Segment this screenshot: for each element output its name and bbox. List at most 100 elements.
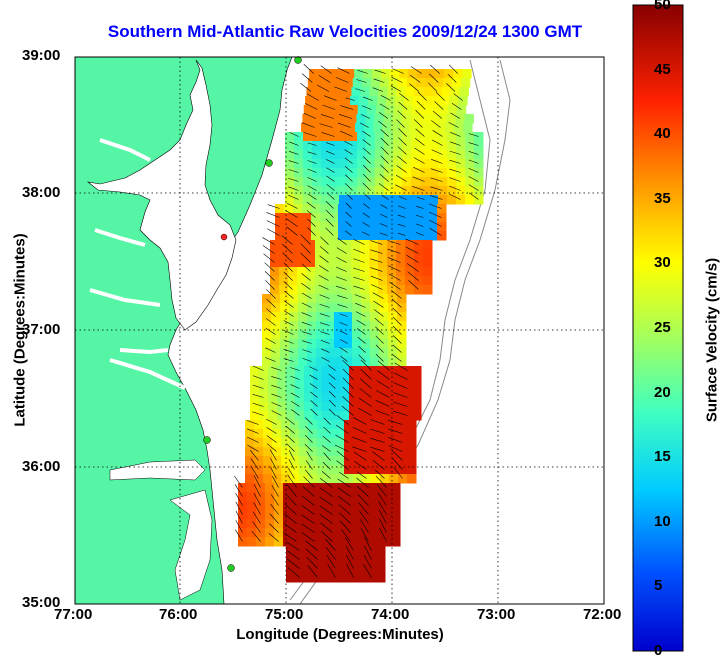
current-arrow — [328, 391, 336, 398]
current-arrow — [375, 469, 385, 479]
velocity-cell — [262, 312, 272, 322]
velocity-cell — [308, 420, 318, 430]
velocity-cell — [281, 456, 291, 466]
current-arrow — [301, 532, 315, 542]
velocity-cell — [330, 177, 340, 187]
velocity-cell — [387, 267, 397, 277]
velocity-cell — [325, 339, 335, 349]
velocity-cell — [277, 384, 287, 394]
velocity-cell — [302, 231, 312, 241]
velocity-cell — [370, 78, 381, 88]
velocity-cell — [289, 357, 299, 367]
velocity-cell — [247, 492, 257, 502]
current-arrow — [405, 238, 419, 245]
velocity-cell — [352, 357, 362, 367]
current-arrow — [390, 85, 402, 92]
velocity-cell — [360, 276, 370, 286]
velocity-cell — [250, 393, 260, 403]
current-arrow — [362, 212, 370, 218]
current-arrow — [288, 169, 299, 173]
velocity-cell — [245, 465, 255, 475]
current-arrow — [336, 247, 347, 254]
velocity-cell — [343, 357, 353, 367]
velocity-cell — [383, 231, 393, 241]
velocity-cell — [456, 168, 466, 178]
current-arrow — [285, 494, 297, 506]
velocity-cell — [327, 69, 337, 79]
current-arrow — [338, 504, 351, 515]
current-arrow — [397, 232, 406, 236]
velocity-cell — [270, 285, 280, 295]
velocity-cell — [361, 78, 372, 88]
colorbar-tick-label: 25 — [654, 319, 671, 336]
velocity-cell — [311, 213, 321, 223]
velocity-cell — [364, 492, 374, 502]
current-arrow — [377, 492, 387, 506]
current-arrow — [356, 328, 366, 335]
velocity-cell — [429, 150, 439, 160]
velocity-cell — [328, 483, 338, 493]
velocity-cell — [339, 168, 349, 178]
chesapeake-bay — [86, 59, 237, 331]
velocity-cell — [370, 348, 380, 358]
current-arrow — [372, 87, 384, 92]
velocity-cell — [304, 546, 314, 556]
velocity-cell — [367, 375, 377, 385]
current-arrow — [387, 248, 401, 254]
xtick-label: 72:00 — [583, 606, 622, 623]
current-arrow — [305, 417, 313, 425]
velocity-cell — [322, 375, 332, 385]
velocity-cell — [344, 438, 354, 448]
velocity-cell — [456, 105, 467, 115]
velocity-cell — [338, 204, 348, 214]
current-arrow — [428, 203, 442, 209]
velocity-cell — [447, 141, 457, 151]
current-arrow — [451, 102, 462, 110]
current-arrow — [415, 205, 424, 209]
velocity-cell — [346, 501, 356, 511]
current-arrow — [340, 355, 348, 362]
velocity-cell — [348, 168, 358, 178]
velocity-cell — [344, 420, 354, 430]
velocity-cell — [298, 312, 308, 322]
current-arrow — [340, 130, 353, 137]
velocity-cell — [456, 195, 466, 205]
velocity-cell — [398, 420, 408, 430]
velocity-cell — [312, 195, 322, 205]
velocity-cell — [352, 348, 362, 358]
velocity-cell — [280, 357, 290, 367]
velocity-cell — [304, 411, 314, 421]
velocity-cell — [393, 141, 403, 151]
velocity-cell — [394, 366, 404, 376]
velocity-cell — [358, 555, 368, 565]
velocity-cell — [346, 123, 356, 133]
current-arrow — [325, 201, 334, 209]
velocity-cell — [316, 339, 326, 349]
current-arrow — [302, 358, 312, 362]
current-arrow — [387, 240, 401, 245]
velocity-cell — [279, 276, 289, 286]
velocity-cell — [359, 96, 369, 106]
velocity-cell — [259, 375, 269, 385]
velocity-cell — [374, 204, 384, 214]
current-arrow — [309, 383, 318, 389]
current-arrow — [428, 82, 438, 92]
current-arrow — [320, 530, 333, 542]
velocity-cell — [295, 411, 305, 421]
velocity-cell — [348, 159, 358, 169]
velocity-cell — [330, 105, 341, 115]
velocity-cell — [321, 105, 332, 115]
current-arrow — [250, 449, 259, 461]
velocity-cell — [245, 420, 255, 430]
current-arrow — [271, 376, 282, 380]
velocity-cell — [465, 150, 475, 160]
velocity-cell — [412, 384, 422, 394]
velocity-cell — [285, 132, 295, 142]
velocity-cell — [382, 492, 392, 502]
velocity-cell — [365, 231, 375, 241]
velocity-cell — [349, 366, 359, 376]
current-arrow — [262, 237, 275, 245]
velocity-cell — [366, 186, 376, 196]
velocity-cell — [414, 240, 424, 250]
colorbar-tick-label: 35 — [654, 189, 671, 207]
